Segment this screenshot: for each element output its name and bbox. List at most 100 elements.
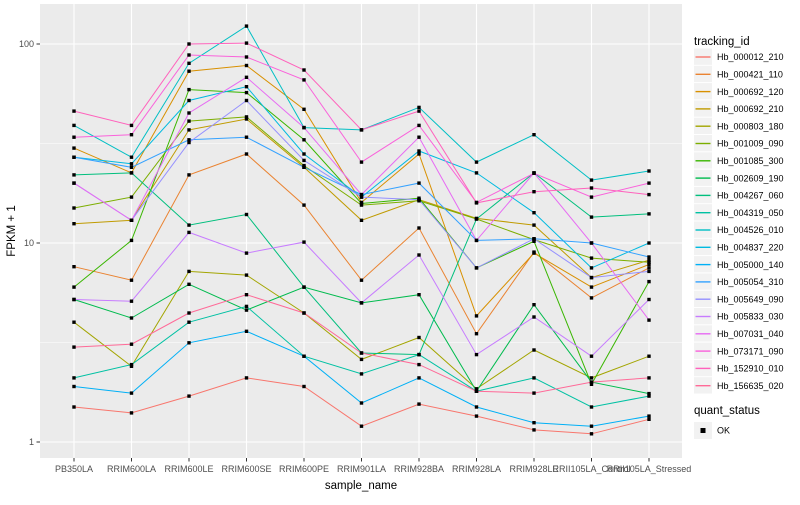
data-point [187,138,191,142]
data-point [417,105,421,110]
data-point [72,155,76,159]
data-point [302,354,306,358]
data-point [72,345,76,349]
data-point [244,98,249,103]
data-point [417,335,421,340]
data-point [647,192,651,197]
data-point [72,384,76,389]
data-point [302,78,306,82]
data-point [474,352,479,357]
data-point [187,98,191,103]
legend-label: Hb_005000_140 [717,260,784,270]
data-point [244,308,249,312]
data-point [417,402,421,406]
data-point [187,42,191,46]
data-point [187,87,191,92]
data-point [72,405,76,409]
data-point [417,352,421,357]
data-point [129,299,134,303]
legend-entry-Hb_001009_090: Hb_001009_090 [694,135,784,152]
data-point [647,241,651,245]
data-point [302,165,306,169]
legend-entry-Hb_000421_110: Hb_000421_110 [694,65,783,83]
legend-entry-Hb_002609_190: Hb_002609_190 [694,169,784,186]
data-point [589,376,594,380]
data-point [417,123,421,128]
data-point [647,260,651,264]
data-point [589,296,594,300]
data-points [72,24,651,436]
legend-label: Hb_005833_030 [717,312,784,322]
data-point [244,273,249,277]
data-point [589,178,594,182]
data-point [589,195,594,199]
data-point [359,351,364,355]
x-tick-label: RRIM600PE [279,464,329,474]
data-point [187,140,191,145]
data-point [244,85,249,89]
data-point [302,285,306,289]
data-point [72,265,76,269]
data-point [417,181,421,185]
data-point [532,211,536,215]
data-point [417,149,421,153]
data-point [72,285,76,289]
data-point [474,171,479,175]
legend-label: Hb_004837_220 [717,243,784,253]
data-point [359,424,364,428]
x-tick-label: RRIM600LE [164,464,213,474]
data-point [302,152,306,156]
data-point [589,241,594,245]
data-point [589,354,594,358]
data-point [474,238,479,243]
data-point [129,342,134,346]
data-point [187,394,191,398]
legend-title-tracking-id: tracking_id [694,36,750,48]
data-point [72,376,76,380]
data-point [129,155,134,159]
legend-entry-Hb_000692_120: Hb_000692_120 [694,83,784,100]
legend-label: Hb_156635_020 [717,381,784,391]
data-point [244,75,249,79]
data-point [129,238,134,243]
legend-quant-status: OK [694,422,730,439]
data-point [244,293,249,297]
legend-label: Hb_001085_300 [717,156,784,166]
legend-label: Hb_004526_010 [717,225,784,235]
data-point [72,123,76,128]
data-point [417,152,421,156]
data-point [647,212,651,216]
data-point [589,405,594,409]
data-point [359,218,364,222]
data-point [302,203,306,207]
data-point [647,279,651,284]
legend-entry-Hb_000692_210: Hb_000692_210 [694,100,784,117]
legend-entry-Hb_005054_310: Hb_005054_310 [694,273,784,290]
data-point [647,376,651,380]
data-point [359,401,364,405]
data-point [589,275,594,280]
x-tick-label: PB350LA [55,464,93,474]
data-point [532,239,536,243]
data-point [532,171,536,175]
data-point [589,266,594,270]
data-point [589,256,594,260]
x-tick-label: RRIM928LE [509,464,558,474]
data-point [244,135,249,139]
legend-entry-Hb_007031_040: Hb_007031_040 [694,325,784,342]
data-point [359,201,364,206]
data-point [647,181,651,185]
data-point [417,253,421,257]
data-point [244,251,249,255]
legend-label: Hb_005054_310 [717,277,784,287]
data-point [532,303,536,307]
data-point [647,391,651,396]
data-point [129,278,134,282]
data-point [302,138,306,142]
data-point [359,195,364,199]
data-point [302,384,306,389]
legend-entry-Hb_004267_060: Hb_004267_060 [694,186,784,204]
data-point [72,320,76,324]
data-point [244,90,249,95]
data-point [474,314,479,318]
